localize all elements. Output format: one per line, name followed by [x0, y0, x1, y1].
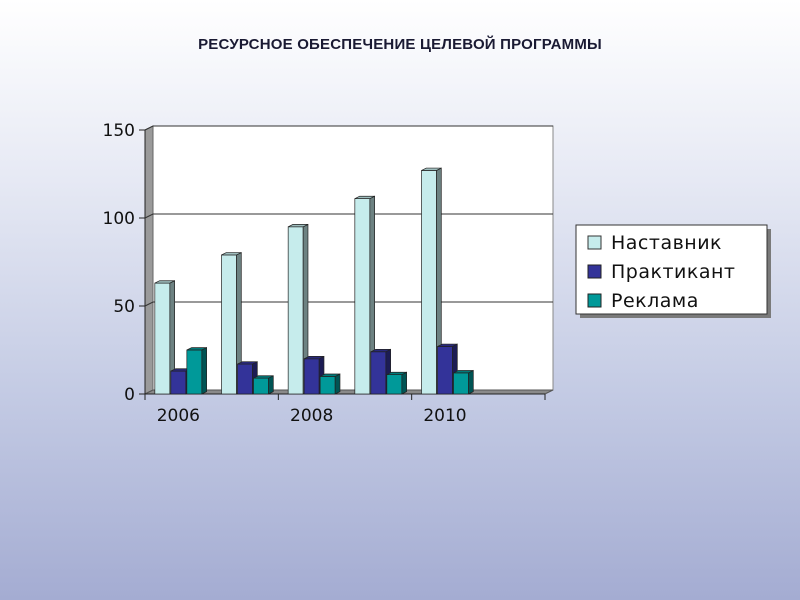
bar [186, 347, 207, 395]
bar [319, 373, 341, 395]
plot-side-wall [144, 125, 154, 395]
y-tick-label: 150 [103, 121, 135, 141]
bar [253, 375, 274, 395]
y-tick-label: 100 [103, 209, 135, 229]
legend-swatch-nastavnik [587, 235, 602, 250]
legend: Наставник Практикант Реклама [575, 224, 771, 318]
legend-swatch-reklama [587, 293, 602, 308]
gridline [144, 213, 553, 219]
y-tick-label: 0 [124, 385, 135, 405]
bar [421, 167, 442, 395]
bar [453, 369, 474, 395]
gridline [144, 125, 553, 131]
legend-label-reklama: Реклама [611, 290, 699, 312]
bar [287, 223, 309, 395]
x-tick-label: 2008 [290, 406, 333, 426]
bar [154, 280, 175, 395]
legend-swatch-praktikant [587, 264, 602, 279]
plot-back-wall [152, 125, 554, 391]
bar [221, 251, 242, 395]
bar [386, 371, 407, 395]
slide-title: РЕСУРСНОЕ ОБЕСПЕЧЕНИЕ ЦЕЛЕВОЙ ПРОГРАММЫ [198, 36, 602, 53]
bar [354, 195, 375, 395]
x-tick-label: 2006 [157, 406, 200, 426]
legend-label-nastavnik: Наставник [611, 232, 722, 254]
gridline [144, 301, 553, 307]
x-tick-label: 2010 [423, 406, 466, 426]
y-tick-label: 50 [113, 297, 135, 317]
legend-box-inner [575, 224, 768, 315]
legend-label-praktikant: Практикант [611, 261, 736, 283]
